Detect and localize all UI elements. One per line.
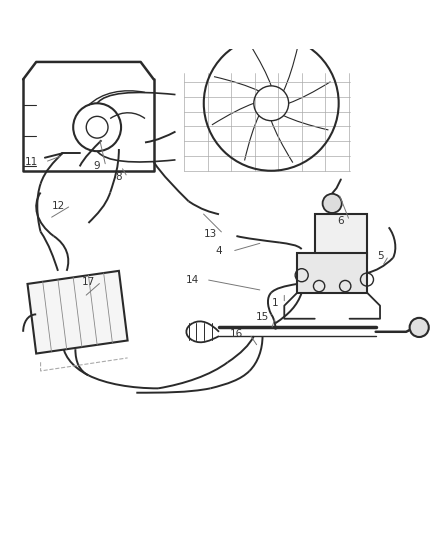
Circle shape xyxy=(410,318,429,337)
Text: 17: 17 xyxy=(82,277,95,287)
Bar xyxy=(297,254,367,293)
Polygon shape xyxy=(28,271,127,353)
Text: 4: 4 xyxy=(215,246,223,256)
Text: 5: 5 xyxy=(377,251,383,261)
Text: 16: 16 xyxy=(230,329,243,339)
Text: 1: 1 xyxy=(272,298,279,309)
Text: 6: 6 xyxy=(338,216,344,226)
Text: 14: 14 xyxy=(186,274,200,285)
Text: 11: 11 xyxy=(25,157,39,167)
Text: 8: 8 xyxy=(116,172,122,182)
Text: 9: 9 xyxy=(94,161,100,172)
Bar xyxy=(315,214,367,258)
Text: 13: 13 xyxy=(204,229,217,239)
Circle shape xyxy=(322,194,342,213)
Text: 12: 12 xyxy=(51,200,64,211)
Text: 15: 15 xyxy=(256,312,269,321)
